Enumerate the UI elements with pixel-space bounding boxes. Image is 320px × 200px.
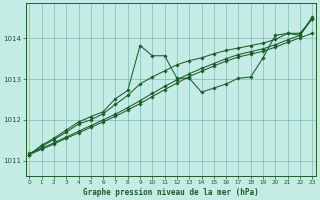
X-axis label: Graphe pression niveau de la mer (hPa): Graphe pression niveau de la mer (hPa): [83, 188, 259, 197]
